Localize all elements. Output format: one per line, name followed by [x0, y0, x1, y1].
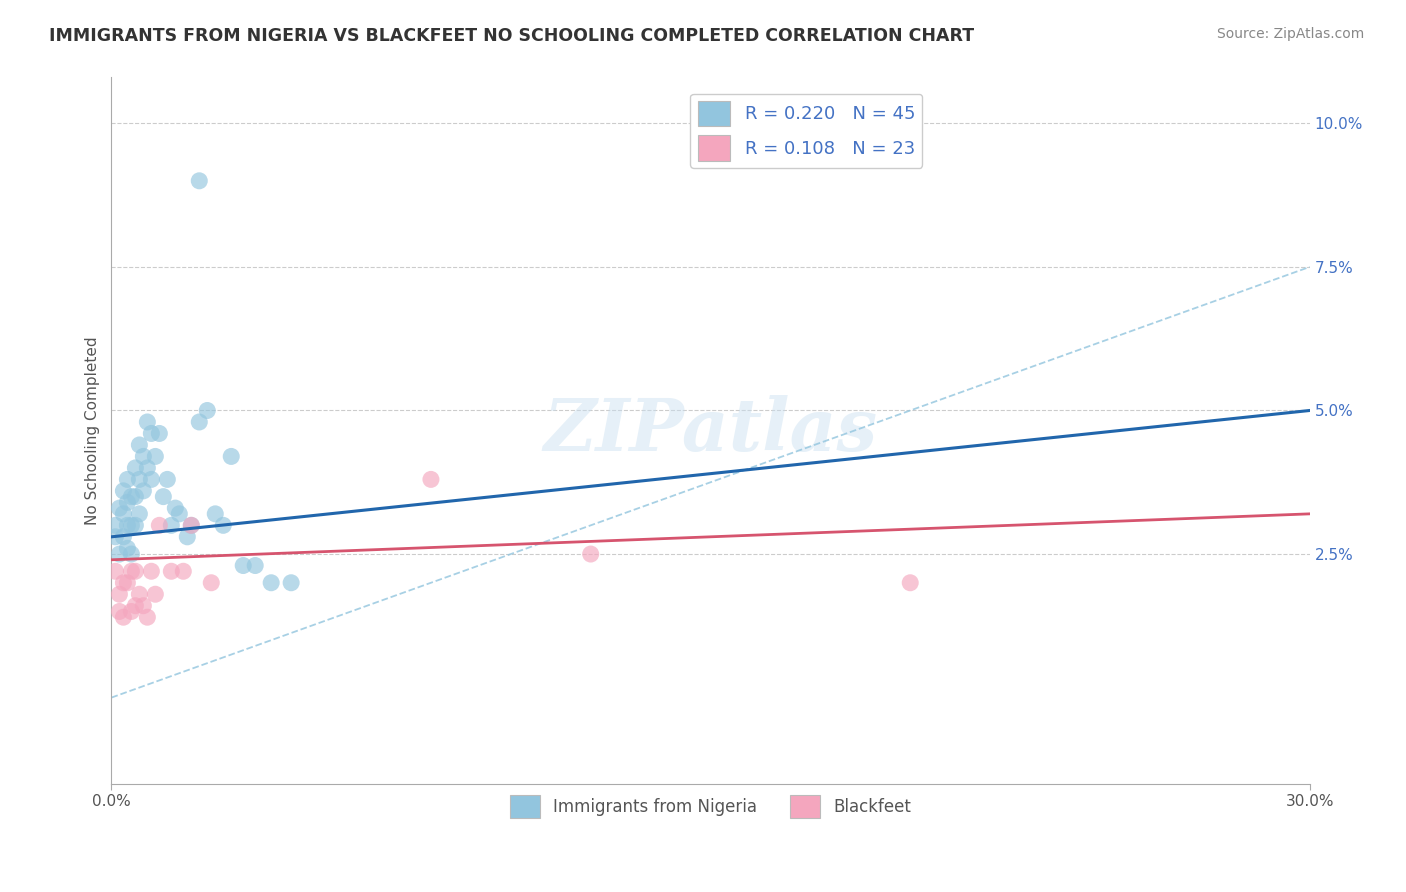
- Point: [124, 599, 146, 613]
- Point: [117, 518, 139, 533]
- Point: [124, 564, 146, 578]
- Point: [141, 472, 163, 486]
- Point: [108, 547, 131, 561]
- Point: [219, 450, 242, 464]
- Point: [143, 587, 166, 601]
- Point: [104, 530, 127, 544]
- Point: [200, 575, 222, 590]
- Point: [141, 426, 163, 441]
- Point: [141, 564, 163, 578]
- Point: [112, 507, 135, 521]
- Point: [128, 587, 150, 601]
- Point: [120, 605, 142, 619]
- Point: [160, 518, 183, 533]
- Point: [232, 558, 254, 573]
- Point: [136, 415, 159, 429]
- Point: [128, 438, 150, 452]
- Point: [108, 605, 131, 619]
- Point: [112, 483, 135, 498]
- Point: [579, 547, 602, 561]
- Point: [165, 501, 187, 516]
- Point: [169, 507, 191, 521]
- Point: [195, 403, 218, 417]
- Point: [104, 564, 127, 578]
- Point: [180, 518, 202, 533]
- Point: [148, 426, 170, 441]
- Point: [152, 490, 174, 504]
- Point: [112, 530, 135, 544]
- Point: [112, 575, 135, 590]
- Point: [172, 564, 194, 578]
- Point: [132, 450, 155, 464]
- Point: [188, 174, 211, 188]
- Point: [176, 530, 198, 544]
- Y-axis label: No Schooling Completed: No Schooling Completed: [86, 336, 100, 524]
- Point: [120, 490, 142, 504]
- Point: [143, 450, 166, 464]
- Point: [148, 518, 170, 533]
- Point: [136, 461, 159, 475]
- Point: [117, 541, 139, 556]
- Text: ZIPatlas: ZIPatlas: [544, 395, 877, 467]
- Point: [120, 518, 142, 533]
- Point: [124, 490, 146, 504]
- Point: [136, 610, 159, 624]
- Text: Source: ZipAtlas.com: Source: ZipAtlas.com: [1216, 27, 1364, 41]
- Legend: Immigrants from Nigeria, Blackfeet: Immigrants from Nigeria, Blackfeet: [503, 788, 918, 825]
- Point: [156, 472, 179, 486]
- Point: [180, 518, 202, 533]
- Point: [117, 472, 139, 486]
- Point: [245, 558, 267, 573]
- Point: [104, 518, 127, 533]
- Point: [117, 575, 139, 590]
- Point: [132, 599, 155, 613]
- Point: [128, 507, 150, 521]
- Point: [160, 564, 183, 578]
- Text: IMMIGRANTS FROM NIGERIA VS BLACKFEET NO SCHOOLING COMPLETED CORRELATION CHART: IMMIGRANTS FROM NIGERIA VS BLACKFEET NO …: [49, 27, 974, 45]
- Point: [420, 472, 443, 486]
- Point: [120, 564, 142, 578]
- Point: [120, 547, 142, 561]
- Point: [124, 518, 146, 533]
- Point: [124, 461, 146, 475]
- Point: [117, 495, 139, 509]
- Point: [132, 483, 155, 498]
- Point: [212, 518, 235, 533]
- Point: [108, 587, 131, 601]
- Point: [898, 575, 921, 590]
- Point: [204, 507, 226, 521]
- Point: [112, 610, 135, 624]
- Point: [280, 575, 302, 590]
- Point: [260, 575, 283, 590]
- Point: [108, 501, 131, 516]
- Point: [128, 472, 150, 486]
- Point: [188, 415, 211, 429]
